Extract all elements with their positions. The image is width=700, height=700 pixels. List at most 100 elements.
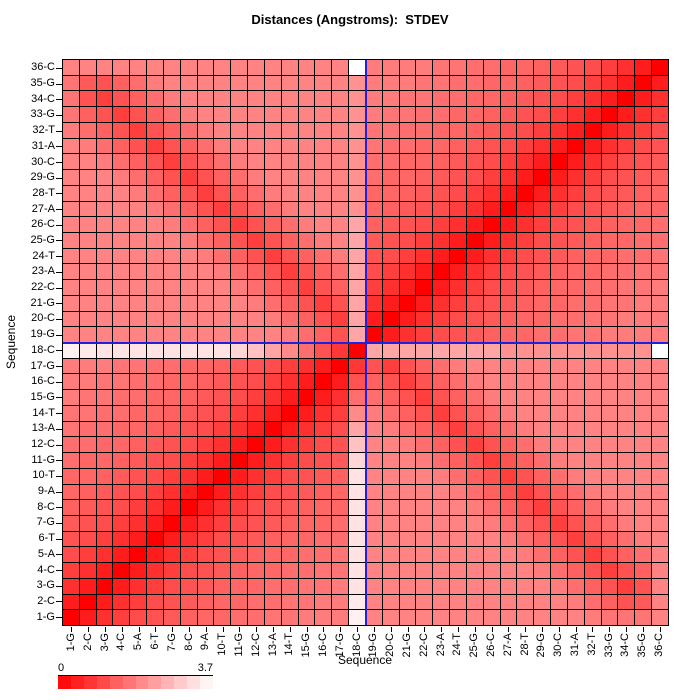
heatmap-cell[interactable] (567, 217, 584, 232)
heatmap-cell[interactable] (180, 264, 197, 280)
heatmap-cell[interactable] (180, 295, 197, 311)
heatmap-cell[interactable] (349, 547, 365, 563)
heatmap-cell[interactable] (315, 154, 332, 170)
heatmap-cell[interactable] (96, 154, 113, 170)
heatmap-cell[interactable] (416, 358, 433, 374)
heatmap-cell[interactable] (281, 107, 298, 122)
heatmap-cell[interactable] (349, 358, 365, 374)
heatmap-cell[interactable] (365, 107, 382, 122)
heatmap-cell[interactable] (147, 217, 163, 232)
heatmap-cell[interactable] (214, 563, 231, 578)
heatmap-cell[interactable] (466, 531, 483, 547)
heatmap-cell[interactable] (163, 170, 180, 185)
heatmap-cell[interactable] (96, 358, 113, 374)
heatmap-cell[interactable] (416, 578, 433, 594)
heatmap-cell[interactable] (248, 232, 264, 248)
heatmap-cell[interactable] (332, 374, 349, 390)
heatmap-cell[interactable] (264, 468, 281, 484)
heatmap-cell[interactable] (349, 311, 365, 327)
heatmap-cell[interactable] (618, 60, 635, 75)
heatmap-cell[interactable] (433, 610, 450, 625)
heatmap-cell[interactable] (315, 217, 332, 232)
heatmap-cell[interactable] (147, 500, 163, 515)
heatmap-cell[interactable] (197, 185, 214, 201)
heatmap-cell[interactable] (63, 264, 79, 280)
heatmap-cell[interactable] (349, 185, 365, 201)
heatmap-cell[interactable] (382, 154, 399, 170)
heatmap-cell[interactable] (113, 594, 130, 610)
heatmap-cell[interactable] (281, 327, 298, 342)
heatmap-cell[interactable] (483, 91, 500, 107)
heatmap-cell[interactable] (113, 547, 130, 563)
heatmap-cell[interactable] (652, 468, 668, 484)
heatmap-cell[interactable] (130, 327, 147, 342)
heatmap-cell[interactable] (365, 327, 382, 342)
heatmap-cell[interactable] (180, 390, 197, 405)
heatmap-cell[interactable] (248, 405, 264, 421)
heatmap-cell[interactable] (517, 437, 534, 453)
heatmap-cell[interactable] (466, 232, 483, 248)
heatmap-cell[interactable] (113, 578, 130, 594)
heatmap-cell[interactable] (113, 280, 130, 295)
heatmap-cell[interactable] (450, 280, 466, 295)
heatmap-cell[interactable] (399, 107, 416, 122)
heatmap-cell[interactable] (113, 201, 130, 217)
heatmap-cell[interactable] (517, 405, 534, 421)
heatmap-cell[interactable] (382, 170, 399, 185)
heatmap-cell[interactable] (517, 201, 534, 217)
heatmap-cell[interactable] (147, 453, 163, 468)
heatmap-cell[interactable] (416, 232, 433, 248)
heatmap-cell[interactable] (315, 610, 332, 625)
heatmap-cell[interactable] (231, 594, 248, 610)
heatmap-cell[interactable] (315, 185, 332, 201)
heatmap-cell[interactable] (500, 515, 517, 531)
heatmap-cell[interactable] (79, 295, 96, 311)
heatmap-cell[interactable] (113, 484, 130, 500)
heatmap-cell[interactable] (635, 264, 652, 280)
heatmap-cell[interactable] (365, 468, 382, 484)
heatmap-cell[interactable] (147, 280, 163, 295)
heatmap-cell[interactable] (635, 547, 652, 563)
heatmap-cell[interactable] (450, 91, 466, 107)
heatmap-cell[interactable] (349, 138, 365, 154)
heatmap-cell[interactable] (349, 610, 365, 625)
heatmap-cell[interactable] (113, 358, 130, 374)
heatmap-cell[interactable] (534, 217, 551, 232)
heatmap-cell[interactable] (601, 563, 618, 578)
heatmap-cell[interactable] (214, 437, 231, 453)
heatmap-cell[interactable] (281, 531, 298, 547)
heatmap-cell[interactable] (130, 280, 147, 295)
heatmap-cell[interactable] (584, 578, 601, 594)
heatmap-cell[interactable] (315, 468, 332, 484)
heatmap-cell[interactable] (382, 91, 399, 107)
heatmap-cell[interactable] (264, 232, 281, 248)
heatmap-cell[interactable] (96, 531, 113, 547)
heatmap-cell[interactable] (450, 311, 466, 327)
heatmap-cell[interactable] (130, 138, 147, 154)
heatmap-cell[interactable] (163, 311, 180, 327)
heatmap-cell[interactable] (281, 358, 298, 374)
heatmap-cell[interactable] (79, 547, 96, 563)
heatmap-cell[interactable] (298, 122, 315, 138)
heatmap-cell[interactable] (416, 170, 433, 185)
heatmap-cell[interactable] (96, 437, 113, 453)
heatmap-cell[interactable] (332, 437, 349, 453)
heatmap-cell[interactable] (551, 75, 567, 91)
heatmap-cell[interactable] (534, 343, 551, 358)
heatmap-cell[interactable] (197, 280, 214, 295)
heatmap-cell[interactable] (551, 484, 567, 500)
heatmap-cell[interactable] (79, 138, 96, 154)
heatmap-cell[interactable] (281, 138, 298, 154)
heatmap-cell[interactable] (180, 405, 197, 421)
heatmap-cell[interactable] (584, 232, 601, 248)
heatmap-cell[interactable] (147, 468, 163, 484)
heatmap-cell[interactable] (197, 358, 214, 374)
heatmap-cell[interactable] (130, 421, 147, 437)
heatmap-cell[interactable] (618, 610, 635, 625)
heatmap-cell[interactable] (433, 343, 450, 358)
heatmap-cell[interactable] (416, 500, 433, 515)
heatmap-cell[interactable] (231, 343, 248, 358)
heatmap-cell[interactable] (349, 468, 365, 484)
heatmap-cell[interactable] (433, 248, 450, 264)
heatmap-cell[interactable] (466, 547, 483, 563)
